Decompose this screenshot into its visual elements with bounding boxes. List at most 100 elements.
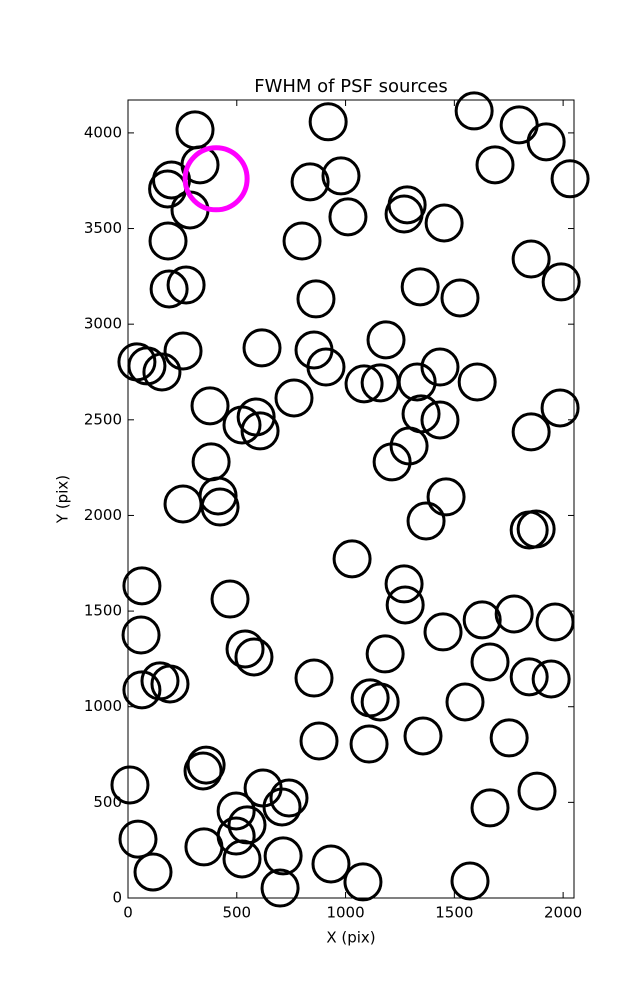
source-marker: [457, 362, 497, 402]
source-marker: [222, 405, 262, 445]
source-marker: [445, 682, 485, 722]
source-marker: [509, 657, 549, 697]
source-marker: [365, 634, 405, 674]
y-tick-label: 2500: [84, 410, 122, 428]
x-tick-label: 0: [123, 904, 133, 922]
source-marker: [344, 364, 384, 404]
x-tick-label: 1500: [435, 904, 473, 922]
source-marker: [163, 484, 203, 524]
source-marker: [397, 362, 437, 402]
source-marker: [110, 765, 150, 805]
source-marker: [118, 819, 158, 859]
source-marker: [175, 110, 215, 150]
source-marker: [263, 836, 303, 876]
source-marker: [509, 510, 549, 550]
source-marker: [133, 852, 173, 892]
y-tick-label: 3000: [84, 315, 122, 333]
source-marker: [149, 269, 189, 309]
source-marker: [311, 844, 351, 884]
highlight-marker: [182, 145, 250, 213]
source-marker: [121, 615, 161, 655]
source-marker: [511, 239, 551, 279]
y-tick-label: 4000: [84, 123, 122, 141]
source-marker: [540, 388, 580, 428]
source-marker: [454, 91, 494, 131]
source-marker: [360, 363, 400, 403]
source-marker: [424, 203, 464, 243]
source-marker: [440, 278, 480, 318]
y-tick-label: 0: [112, 889, 122, 907]
source-marker: [526, 122, 566, 162]
source-marker: [282, 221, 322, 261]
x-axis-label: X (pix): [326, 929, 375, 947]
source-marker: [184, 827, 224, 867]
x-tick-label: 2000: [544, 904, 582, 922]
source-marker: [423, 612, 463, 652]
source-marker: [470, 788, 510, 828]
source-marker: [148, 221, 188, 261]
source-marker: [349, 724, 389, 764]
source-marker: [183, 751, 223, 791]
source-marker: [122, 670, 162, 710]
source-marker: [403, 716, 443, 756]
source-marker: [385, 585, 425, 625]
source-marker: [420, 400, 460, 440]
x-tick-label: 1000: [326, 904, 364, 922]
plot-frame: [127, 99, 575, 899]
source-marker: [299, 721, 339, 761]
source-marker: [400, 267, 440, 307]
source-marker: [308, 102, 348, 142]
source-marker: [260, 868, 300, 908]
source-marker: [216, 791, 256, 831]
source-marker: [142, 352, 182, 392]
source-marker: [296, 279, 336, 319]
source-marker: [150, 664, 190, 704]
source-marker: [462, 600, 502, 640]
source-marker: [489, 718, 529, 758]
source-marker: [499, 105, 539, 145]
source-marker: [225, 629, 265, 669]
source-marker: [535, 602, 575, 642]
y-axis-label: Y (pix): [54, 475, 72, 524]
source-marker: [306, 347, 346, 387]
source-marker: [290, 162, 330, 202]
source-marker: [186, 745, 226, 785]
x-tick-label: 500: [222, 904, 251, 922]
source-marker: [475, 145, 515, 185]
source-marker: [511, 412, 551, 452]
source-marker: [294, 658, 334, 698]
source-marker: [494, 594, 534, 634]
y-tick-label: 2000: [84, 506, 122, 524]
y-tick-label: 3500: [84, 219, 122, 237]
source-marker: [234, 637, 274, 677]
source-marker: [531, 659, 571, 699]
source-marker: [516, 509, 556, 549]
source-marker: [274, 378, 314, 418]
y-tick-label: 500: [93, 793, 122, 811]
source-marker: [420, 347, 460, 387]
source-marker: [321, 156, 361, 196]
source-marker: [343, 862, 383, 902]
source-marker: [517, 771, 557, 811]
source-marker: [450, 861, 490, 901]
y-tick-label: 1500: [84, 602, 122, 620]
source-marker: [328, 197, 368, 237]
source-marker: [166, 265, 206, 305]
source-marker: [122, 566, 162, 606]
source-marker: [360, 682, 400, 722]
source-marker: [163, 331, 203, 371]
source-marker: [366, 320, 406, 360]
source-marker: [269, 778, 309, 818]
source-marker: [401, 394, 441, 434]
source-marker: [210, 579, 250, 619]
source-marker: [541, 262, 581, 302]
source-marker: [242, 328, 282, 368]
source-marker: [222, 839, 262, 879]
source-marker: [426, 477, 466, 517]
y-tick-label: 1000: [84, 697, 122, 715]
source-marker: [384, 194, 424, 234]
source-marker: [550, 159, 590, 199]
source-marker: [191, 442, 231, 482]
source-marker: [262, 787, 302, 827]
